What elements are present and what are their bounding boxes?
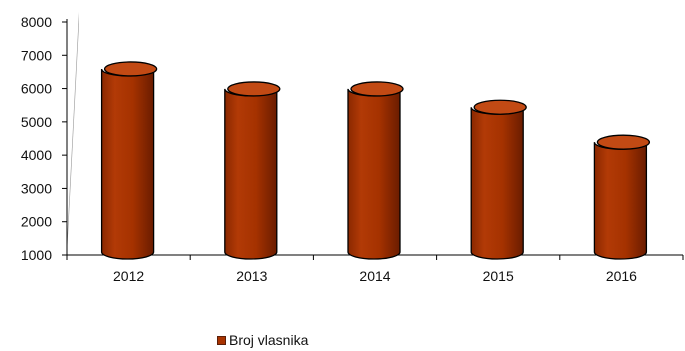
- bar-body: [470, 107, 524, 260]
- y-tick-label: 7000: [21, 47, 52, 63]
- bar-body: [100, 68, 155, 260]
- bar-body: [347, 88, 401, 260]
- bar-top: [103, 61, 158, 77]
- y-tick-label: 2000: [21, 214, 52, 230]
- y-tick-label: 8000: [21, 14, 52, 30]
- x-tick-label: 2015: [483, 268, 514, 284]
- bar-2016: [593, 134, 651, 260]
- y-tick-label: 4000: [21, 147, 52, 163]
- legend: Broj vlasnika: [217, 331, 308, 349]
- x-tick-label: 2012: [113, 268, 144, 284]
- bar-top: [227, 81, 281, 97]
- legend-label: Broj vlasnika: [229, 332, 309, 348]
- y-tick-label: 6000: [21, 81, 52, 97]
- x-tick-label: 2014: [359, 268, 390, 284]
- y-tick-label: 1000: [21, 247, 52, 263]
- bar-2013: [224, 81, 281, 260]
- bar-body: [593, 142, 648, 260]
- bar-2015: [470, 99, 527, 260]
- bar-top: [350, 81, 404, 97]
- bar-2014: [347, 81, 404, 260]
- bar-top: [596, 134, 651, 150]
- x-tick-label: 2013: [236, 268, 267, 284]
- legend-swatch: [217, 335, 226, 345]
- y-tick-label: 3000: [21, 180, 52, 196]
- bar-body: [224, 88, 278, 260]
- bar-top: [473, 99, 527, 115]
- x-tick-label: 2016: [606, 268, 637, 284]
- chart-back-wall: [67, 12, 79, 255]
- bar-2012: [100, 61, 158, 260]
- y-tick-label: 5000: [21, 114, 52, 130]
